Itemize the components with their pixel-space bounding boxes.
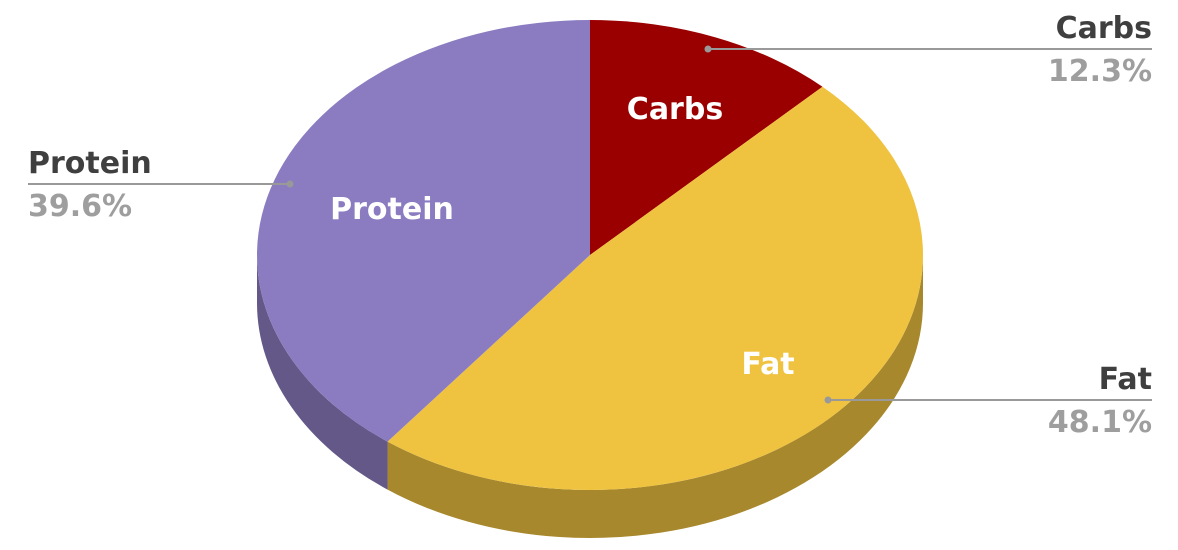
pie-slice-fat[interactable]	[387, 86, 924, 490]
label-name-carbs: Carbs	[1056, 11, 1152, 46]
label-pct-fat: 48.1%	[1048, 405, 1152, 440]
leader-dot-protein	[286, 180, 294, 188]
pie-slice-protein[interactable]	[257, 20, 590, 442]
label-name-fat: Fat	[1099, 362, 1152, 397]
pie-slice-carbs[interactable]	[590, 20, 823, 255]
leader-dot-carbs	[704, 45, 712, 53]
label-pct-protein: 39.6%	[28, 189, 132, 224]
leader-dot-fat	[824, 396, 832, 404]
pie-side-protein	[257, 255, 388, 490]
slice-inner-label-carbs: Carbs	[627, 92, 723, 127]
slice-inner-label-fat: Fat	[741, 347, 794, 382]
label-pct-carbs: 12.3%	[1048, 54, 1152, 89]
pie-side-fat	[387, 255, 923, 538]
label-name-protein: Protein	[28, 146, 152, 181]
slice-inner-label-protein: Protein	[330, 192, 454, 227]
